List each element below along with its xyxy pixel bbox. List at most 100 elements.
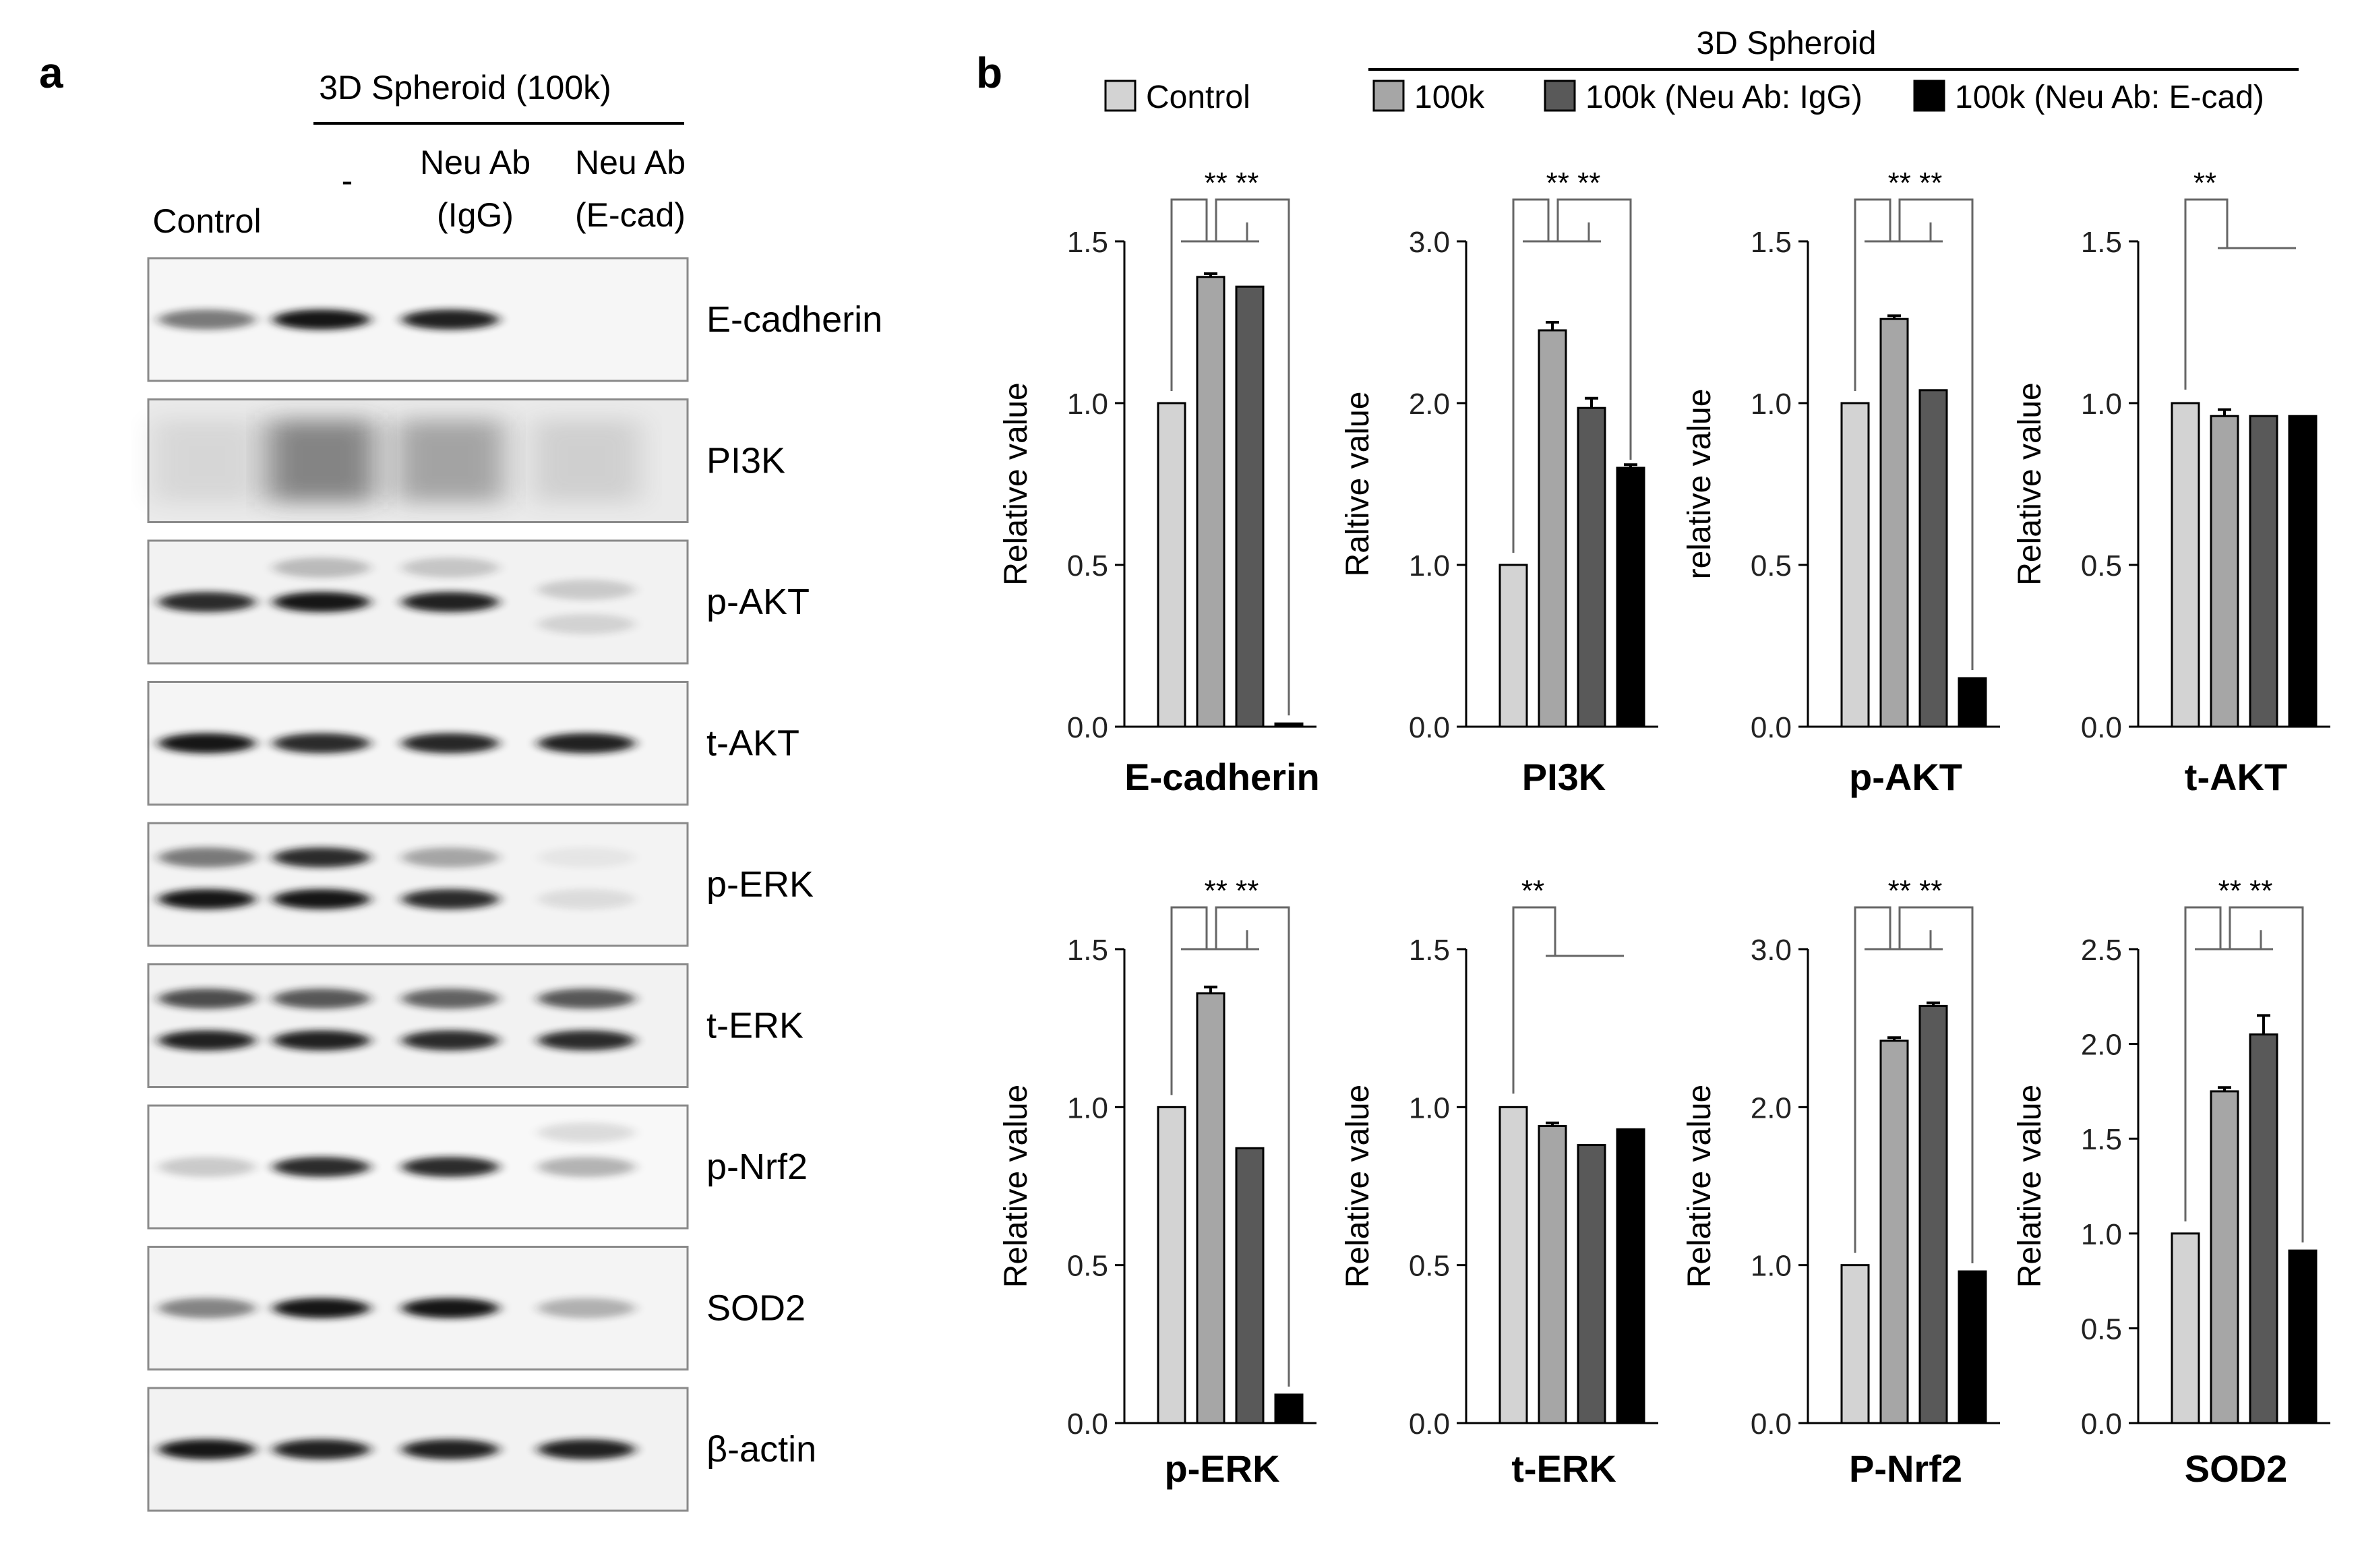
chart-t-ERK: 0.0 0.5 1.0 1.5 Relative value ** t-ERK	[1340, 874, 1658, 1490]
blot-band	[538, 888, 635, 909]
legend-swatch	[1372, 80, 1405, 112]
bar-100k (Neu Ab: E-cad)	[1958, 1270, 1987, 1424]
y-tick-label: 0.0	[1409, 711, 1450, 744]
blot-p-ERK: p-ERK	[147, 822, 814, 947]
blot-band	[158, 309, 255, 330]
y-tick-label: 2.0	[2081, 1029, 2122, 1062]
blot-smear	[533, 419, 640, 502]
blot-band	[538, 847, 635, 868]
sig-stars: ** **	[2218, 874, 2273, 907]
bar-100k (Neu Ab: IgG)	[1918, 389, 1948, 728]
y-axis-label: Raltive value	[1340, 392, 1376, 577]
sig-bracket-right	[2229, 906, 2304, 1243]
y-tick-label: 1.5	[1409, 934, 1450, 967]
blot-p-AKT: p-AKT	[147, 539, 810, 665]
blot-band	[538, 988, 635, 1009]
y-tick-label: 0.5	[1067, 549, 1108, 582]
y-tick-label: 1.0	[2081, 388, 2122, 421]
y-axis-label: relative value	[1682, 389, 1718, 580]
blot-label: p-AKT	[706, 582, 810, 622]
blot-band	[402, 888, 499, 909]
y-tick-label: 1.5	[1067, 934, 1108, 967]
y-tick-label: 1.0	[1409, 1091, 1450, 1124]
blot-band	[158, 1298, 255, 1319]
chart-P-Nrf2: 0.0 1.0 2.0 3.0 Relative value ** ** P-Nrf2	[1682, 874, 2000, 1490]
legend-header: 3D Spheroid	[1697, 26, 1877, 61]
bar-Control	[1157, 402, 1186, 728]
blot-band	[402, 309, 499, 330]
legend-items: Control 100k 100k (Neu Ab: IgG) 100k (Neu A…	[1104, 80, 2264, 115]
bar-100k (Neu Ab: E-cad)	[1274, 1393, 1304, 1424]
lane-label-2: (IgG)	[437, 196, 514, 234]
blot-band	[538, 613, 635, 634]
chart-p-ERK: 0.0 0.5 1.0 1.5 Relative value ** ** p-ERK	[998, 874, 1316, 1490]
chart-title: p-ERK	[1164, 1447, 1279, 1490]
blot-band	[538, 1030, 635, 1051]
bar-100k (Neu Ab: IgG)	[1918, 1004, 1948, 1424]
chart-title: E-cadherin	[1124, 756, 1319, 798]
sig-stars: ** **	[1205, 167, 1259, 200]
blot-band	[538, 733, 635, 754]
panel-a-letter: a	[39, 49, 63, 97]
y-tick-label: 0.0	[1067, 711, 1108, 744]
chart-title: P-Nrf2	[1849, 1447, 1962, 1490]
panel-b-legend: b 3D Spheroid Control 100k 100k (Neu Ab: I…	[976, 26, 2299, 115]
bar-Control	[1840, 1264, 1870, 1424]
bar-100k (Neu Ab: E-cad)	[2288, 1249, 2318, 1424]
sig-bracket-right	[1898, 906, 1974, 1264]
blot-label: PI3K	[706, 441, 785, 481]
blot-label: t-AKT	[706, 723, 799, 764]
sig-bracket-left	[1854, 906, 1891, 1253]
bar-100k (Neu Ab: IgG)	[2249, 415, 2278, 728]
sig-bracket-left	[1170, 198, 1208, 391]
bar-100k (Neu Ab: IgG)	[1235, 285, 1265, 728]
blot-band	[158, 1157, 255, 1177]
blot-band	[538, 1298, 635, 1319]
blot-band	[273, 988, 370, 1009]
blot-band	[273, 733, 370, 754]
sig-bracket-right	[1215, 906, 1290, 1387]
y-tick-label: 0.5	[1409, 1250, 1450, 1283]
bar-100k	[1538, 329, 1567, 728]
blot-E-cadherin: E-cadherin	[147, 257, 882, 382]
sig-bracket-left	[1170, 906, 1208, 1095]
blot-band	[273, 1157, 370, 1177]
blot-smear	[268, 419, 375, 502]
blot-band	[402, 1157, 499, 1177]
bar-100k	[1879, 318, 1909, 728]
legend-swatch	[1544, 80, 1576, 112]
bar-Control	[2171, 402, 2200, 728]
y-tick-label: 0.5	[1751, 549, 1792, 582]
blot-band	[273, 1030, 370, 1051]
y-tick-label: 0.0	[1067, 1408, 1108, 1441]
y-tick-label: 1.0	[1751, 1250, 1792, 1283]
y-tick-label: 0.5	[2081, 549, 2122, 582]
western-blots: E-cadherin PI3K p-AKT t-AKT p-ERK t-ERK p-Nrf2…	[147, 257, 882, 1512]
sig-bracket-left	[2184, 906, 2222, 1222]
blot-band	[402, 557, 499, 578]
blot-label: SOD2	[706, 1288, 806, 1329]
legend-swatch	[1104, 80, 1137, 112]
blot-label: β-actin	[706, 1429, 816, 1470]
bar-100k	[1196, 276, 1225, 728]
sig-bracket-left	[1854, 198, 1891, 391]
blot-band	[402, 847, 499, 868]
bar-100k	[1538, 1124, 1567, 1424]
sig-bracket-right	[1556, 198, 1632, 460]
blot-band	[158, 1439, 255, 1459]
bar-Control	[2171, 1232, 2200, 1424]
y-tick-label: 2.5	[2081, 934, 2122, 967]
blot-label: E-cadherin	[706, 299, 882, 340]
legend-swatch	[1913, 80, 1945, 112]
blot-band	[273, 1439, 370, 1459]
y-tick-label: 3.0	[1751, 934, 1792, 967]
blot-label: p-Nrf2	[706, 1147, 808, 1187]
chart-PI3K: 0.0 1.0 2.0 3.0 Raltive value ** ** PI3K	[1340, 167, 1658, 798]
lane-label-0: Control	[152, 202, 261, 240]
blot-band	[538, 1439, 635, 1459]
bar-100k	[1196, 992, 1225, 1424]
bar-100k (Neu Ab: E-cad)	[1616, 1128, 1645, 1424]
lane-label-1: -	[342, 162, 353, 200]
blot-band	[402, 1030, 499, 1051]
blot-band	[158, 888, 255, 909]
